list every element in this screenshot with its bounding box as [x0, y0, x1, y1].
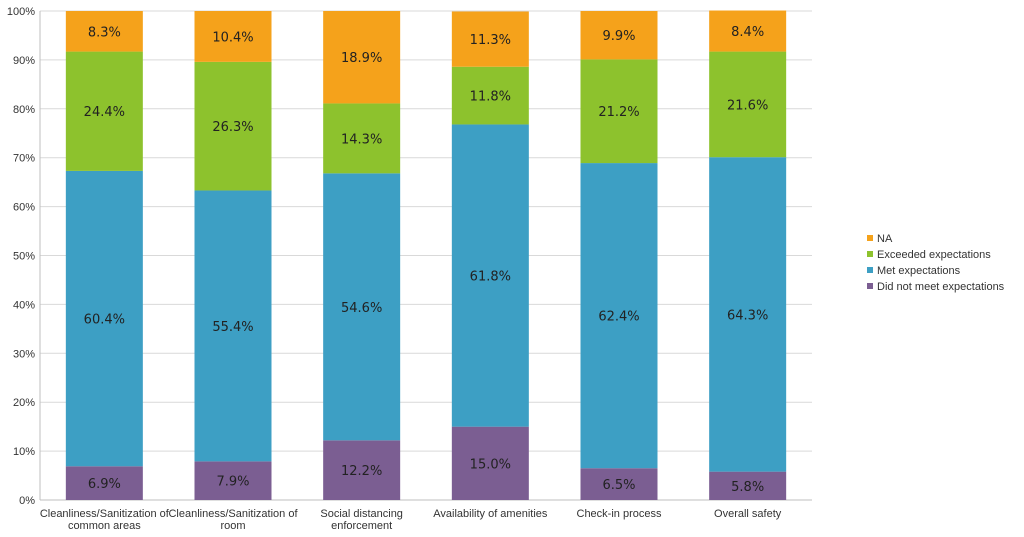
legend-swatch: [867, 235, 873, 241]
data-label: 8.3%: [88, 25, 121, 40]
data-labels: 6.9% 60.4% 24.4% 8.3% 7.9% 55.4% 26.3% 10.4% 12.…: [84, 25, 769, 495]
legend-swatch: [867, 251, 873, 257]
bar-segment: [194, 190, 272, 462]
y-tick-label: 10%: [13, 446, 35, 458]
legend-swatch: [867, 267, 873, 273]
legend-entry: NA: [877, 233, 893, 245]
bar-segment: [451, 11, 529, 67]
x-category-label: Cleanliness/Sanitization of: [40, 508, 170, 520]
data-label: 12.2%: [341, 464, 382, 479]
y-tick-label: 20%: [13, 397, 35, 409]
data-label: 7.9%: [216, 475, 249, 490]
data-label: 5.8%: [731, 480, 764, 495]
data-label: 6.5%: [602, 478, 635, 493]
data-label: 15.0%: [470, 457, 511, 472]
x-category-label: room: [220, 520, 245, 532]
bar-segment: [194, 61, 272, 191]
x-category-label: Check-in process: [577, 508, 662, 520]
x-category-label: enforcement: [331, 520, 392, 532]
legend-swatch: [867, 283, 873, 289]
bar-segment: [65, 466, 143, 500]
bar-segment: [323, 440, 401, 500]
data-label: 18.9%: [341, 51, 382, 66]
data-label: 21.6%: [727, 98, 768, 113]
data-label: 8.4%: [731, 25, 764, 40]
data-label: 6.9%: [88, 477, 121, 492]
data-label: 11.8%: [470, 90, 511, 105]
bar-segment: [709, 471, 787, 500]
data-label: 54.6%: [341, 301, 382, 316]
y-axis-ticks: 0% 10% 20% 30% 40% 50% 60% 70% 80% 90% 100%: [7, 6, 35, 507]
x-category-label: common areas: [68, 520, 141, 532]
bar-segment: [580, 59, 658, 164]
y-tick-label: 0%: [19, 495, 35, 507]
data-label: 24.4%: [84, 105, 125, 120]
gridlines: [39, 10, 812, 501]
y-tick-label: 30%: [13, 348, 35, 360]
data-label: 11.3%: [470, 33, 511, 48]
bar-segment: [65, 51, 143, 171]
bar-segment: [194, 11, 272, 62]
data-label: 9.9%: [602, 29, 635, 44]
x-category-label: Social distancing: [320, 508, 403, 520]
bar-segment: [709, 157, 787, 472]
data-label: 64.3%: [727, 308, 768, 323]
legend-entry: Exceeded expectations: [877, 249, 991, 261]
y-tick-label: 40%: [13, 299, 35, 311]
data-label: 61.8%: [470, 270, 511, 285]
bar-segment: [451, 66, 529, 125]
y-tick-label: 70%: [13, 153, 35, 165]
y-tick-label: 80%: [13, 104, 35, 116]
data-label: 62.4%: [598, 310, 639, 325]
bar-segment: [709, 51, 787, 158]
data-label: 10.4%: [212, 30, 253, 45]
bar-segment: [709, 10, 787, 52]
bar-segment: [194, 461, 272, 500]
data-label: 14.3%: [341, 132, 382, 147]
bar-segment: [323, 173, 401, 441]
x-category-label: Cleanliness/Sanitization of: [168, 508, 298, 520]
y-tick-label: 50%: [13, 251, 35, 263]
legend-entry: Met expectations: [877, 265, 961, 277]
data-label: 21.2%: [598, 105, 639, 120]
bar-segment: [451, 124, 529, 427]
y-tick-label: 100%: [7, 6, 35, 18]
y-tick-label: 90%: [13, 55, 35, 67]
bar-segment: [65, 11, 143, 52]
y-tick-label: 60%: [13, 202, 35, 214]
bars: [65, 10, 787, 500]
bar-segment: [451, 426, 529, 500]
bar-segment: [323, 11, 401, 104]
data-label: 55.4%: [212, 320, 253, 335]
bar-segment: [323, 103, 401, 174]
bar-segment: [65, 170, 143, 467]
bar-segment: [580, 163, 658, 469]
x-category-label: Overall safety: [714, 508, 782, 520]
data-label: 26.3%: [212, 120, 253, 135]
bar-segment: [580, 11, 658, 60]
legend: NA Exceeded expectations Met expectations D…: [867, 233, 1005, 293]
data-label: 60.4%: [84, 313, 125, 328]
bar-segment: [580, 468, 658, 500]
x-category-label: Availability of amenities: [433, 508, 548, 520]
legend-entry: Did not meet expectations: [877, 281, 1005, 293]
